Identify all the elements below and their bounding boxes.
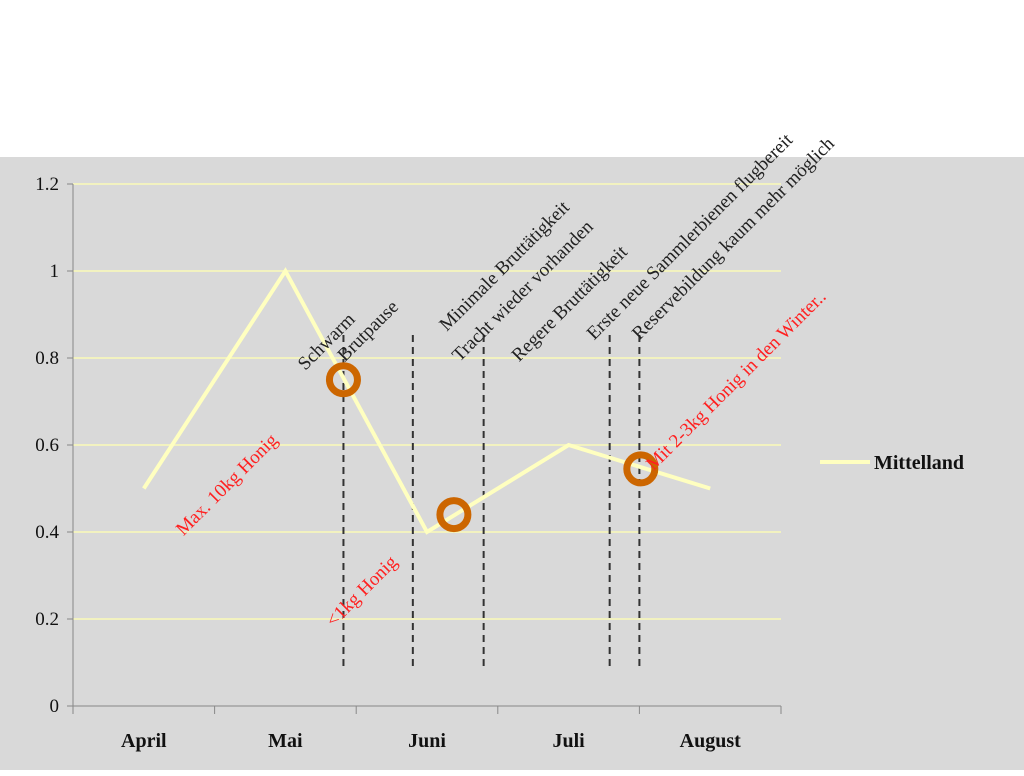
y-tick-label: 0.8 (35, 348, 59, 369)
x-tick-label: Juli (552, 730, 585, 752)
y-tick-label: 1 (50, 261, 60, 282)
x-tick-label: Juni (408, 730, 446, 752)
legend-label: Mittelland (874, 452, 964, 474)
highlight-circle-marker (325, 362, 361, 398)
y-tick-label: 0 (50, 696, 60, 717)
x-tick-label: August (680, 730, 741, 752)
annotation-label: Max. 10kg Honig (172, 430, 282, 540)
y-tick-label: 0.2 (35, 609, 59, 630)
annotation-label: Erste neue Sammlerbienen flugbereit (583, 129, 798, 344)
y-tick-label: 1.2 (35, 174, 59, 195)
x-tick-label: April (121, 730, 167, 752)
highlight-circle-marker (436, 497, 472, 533)
highlight-circle-marker (623, 451, 659, 487)
y-tick-label: 0.6 (35, 435, 59, 456)
x-tick-label: Mai (268, 730, 303, 752)
y-tick-label: 0.4 (35, 522, 59, 543)
